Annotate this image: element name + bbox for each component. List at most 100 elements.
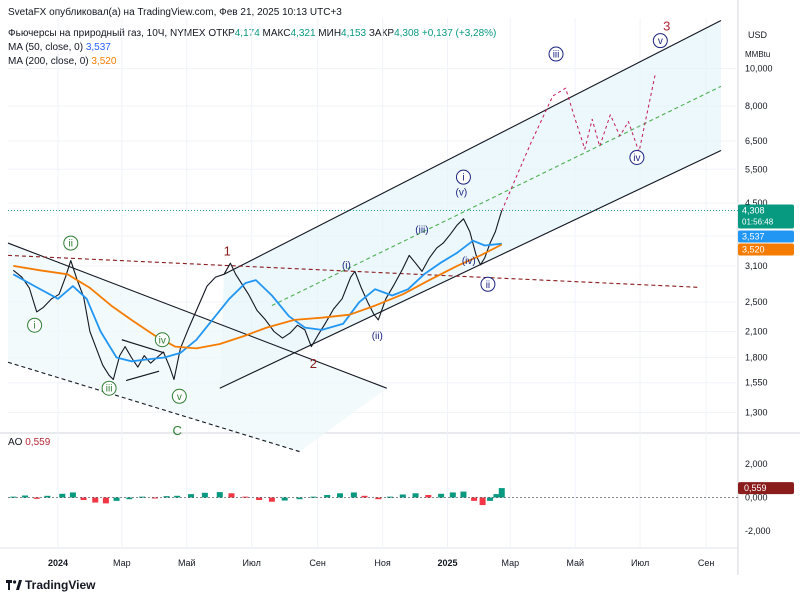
ao-legend[interactable]: AO 0,559	[8, 437, 50, 448]
series-line-0	[12, 210, 503, 381]
wave-label: (iv)	[462, 256, 476, 267]
ohlc-close-value: 4,308	[394, 28, 420, 39]
series-line-3	[501, 75, 656, 211]
ma200-legend[interactable]: MA (200, close, 0) 3,520	[8, 56, 116, 67]
ao-bar	[80, 497, 87, 501]
ao-bar	[188, 494, 195, 498]
ao-bar	[449, 492, 456, 498]
wave-circle	[171, 388, 187, 404]
ao-bar	[151, 497, 158, 499]
ao-bar	[22, 495, 29, 498]
x-tick-label: 2025	[437, 558, 457, 568]
wave-label: 3	[663, 19, 670, 34]
ao-bar	[113, 497, 120, 501]
wave-label: iii	[106, 384, 113, 395]
ohlc-high-label: МАКС	[262, 28, 291, 39]
symbol-title[interactable]: Фьючерсы на природный газ, 10Ч, NYMEX	[8, 28, 206, 39]
ao-bar	[69, 492, 76, 498]
brand-name: TradingView	[25, 578, 96, 592]
ao-bar	[256, 497, 263, 501]
ao-bar	[10, 496, 17, 498]
x-tick-label: Сен	[309, 558, 326, 568]
price-label-box	[738, 243, 794, 256]
wedge-line	[121, 339, 165, 354]
wave-label: iv	[633, 153, 640, 164]
ao-bar	[487, 497, 494, 501]
ao-bar	[216, 492, 223, 498]
price-change: +0,137 (+3,28%)	[421, 28, 497, 39]
wave-label: iii	[553, 50, 560, 61]
y-tick-label: 1,300	[745, 407, 768, 417]
ao-histogram	[8, 488, 738, 506]
ao-bar	[460, 491, 467, 498]
ao-bar	[242, 496, 249, 498]
wedge-line	[125, 370, 160, 382]
tradingview-logo[interactable]: TradingView	[6, 578, 95, 592]
y-tick-label: 5,500	[745, 164, 768, 174]
ao-bar	[479, 497, 486, 506]
x-tick-label: Сен	[698, 558, 715, 568]
wave-circle	[548, 46, 564, 62]
ao-bar	[44, 495, 51, 498]
ao-bar	[33, 497, 40, 499]
price-label-countdown: 01:56:48	[742, 217, 774, 226]
trendline-down-lower	[7, 361, 300, 453]
trendline-upper	[223, 20, 722, 275]
trendline-resistance	[7, 254, 699, 288]
wave-label: ii	[69, 239, 73, 250]
x-tick-label: 2024	[48, 558, 68, 568]
price-label-box	[738, 230, 794, 243]
publisher-caption: SvetaFX опубликовал(а) на TradingView.co…	[8, 7, 342, 18]
ao-bar	[310, 496, 317, 498]
y-tick-label: 3,100	[745, 261, 768, 271]
ma200-label: MA (200, close, 0)	[8, 56, 89, 67]
y-tick-label: 2,100	[745, 327, 768, 337]
x-tick-label: Май	[566, 558, 584, 568]
ao-bar	[399, 494, 406, 498]
wave-label: 1	[224, 243, 231, 258]
ao-bar	[324, 494, 331, 498]
y-tick-label: 10,000	[745, 64, 773, 74]
y-axis-unit-sub: MMBtu	[745, 50, 770, 59]
x-tick-label: Июл	[243, 558, 261, 568]
y-tick-label: 1,800	[745, 353, 768, 363]
trendline-lower	[219, 149, 722, 389]
ohlc-low-label: МИН	[318, 28, 342, 39]
wave-label: (v)	[455, 188, 467, 199]
y-tick-label: 4,500	[745, 198, 768, 208]
wave-label: i	[33, 321, 35, 332]
ma50-label: MA (50, close, 0)	[8, 42, 84, 53]
wave-circle	[629, 149, 645, 165]
wave-label: ii	[486, 280, 490, 291]
ao-label: AO	[8, 437, 23, 448]
wave-circle	[27, 317, 43, 333]
ao-bar	[375, 497, 382, 500]
ao-bar	[92, 497, 99, 503]
ao-bar	[438, 493, 445, 498]
ao-bar	[281, 497, 288, 501]
ao-bar	[268, 497, 275, 502]
wave-circle	[455, 169, 471, 185]
ma50-legend[interactable]: MA (50, close, 0) 3,537	[8, 42, 111, 53]
wave-label: v	[658, 36, 663, 47]
wave-circle	[101, 380, 117, 396]
ohlc-open-label: ОТКР	[208, 28, 235, 39]
x-tick-label: Ноя	[374, 558, 391, 568]
y-tick-label: 8,000	[745, 101, 768, 111]
wave-circle	[652, 33, 668, 49]
ao-bar	[350, 492, 357, 498]
ao-bar	[59, 493, 66, 498]
x-tick-label: Июл	[631, 558, 649, 568]
ao-value-badge: 0,559	[744, 483, 767, 493]
ao-bar	[425, 494, 432, 498]
wave-label: v	[177, 392, 182, 403]
wave-label: (ii)	[372, 331, 383, 342]
ao-bar	[337, 493, 344, 498]
ao-y-tick-label: -2,000	[745, 526, 771, 536]
ao-value: 0,559	[25, 437, 51, 448]
ao-bar	[387, 496, 394, 498]
price-label-value: 3,537	[742, 231, 765, 241]
ao-bar	[139, 496, 146, 498]
symbol-legend: Фьючерсы на природный газ, 10Ч, NYMEX ОТ…	[8, 28, 496, 39]
